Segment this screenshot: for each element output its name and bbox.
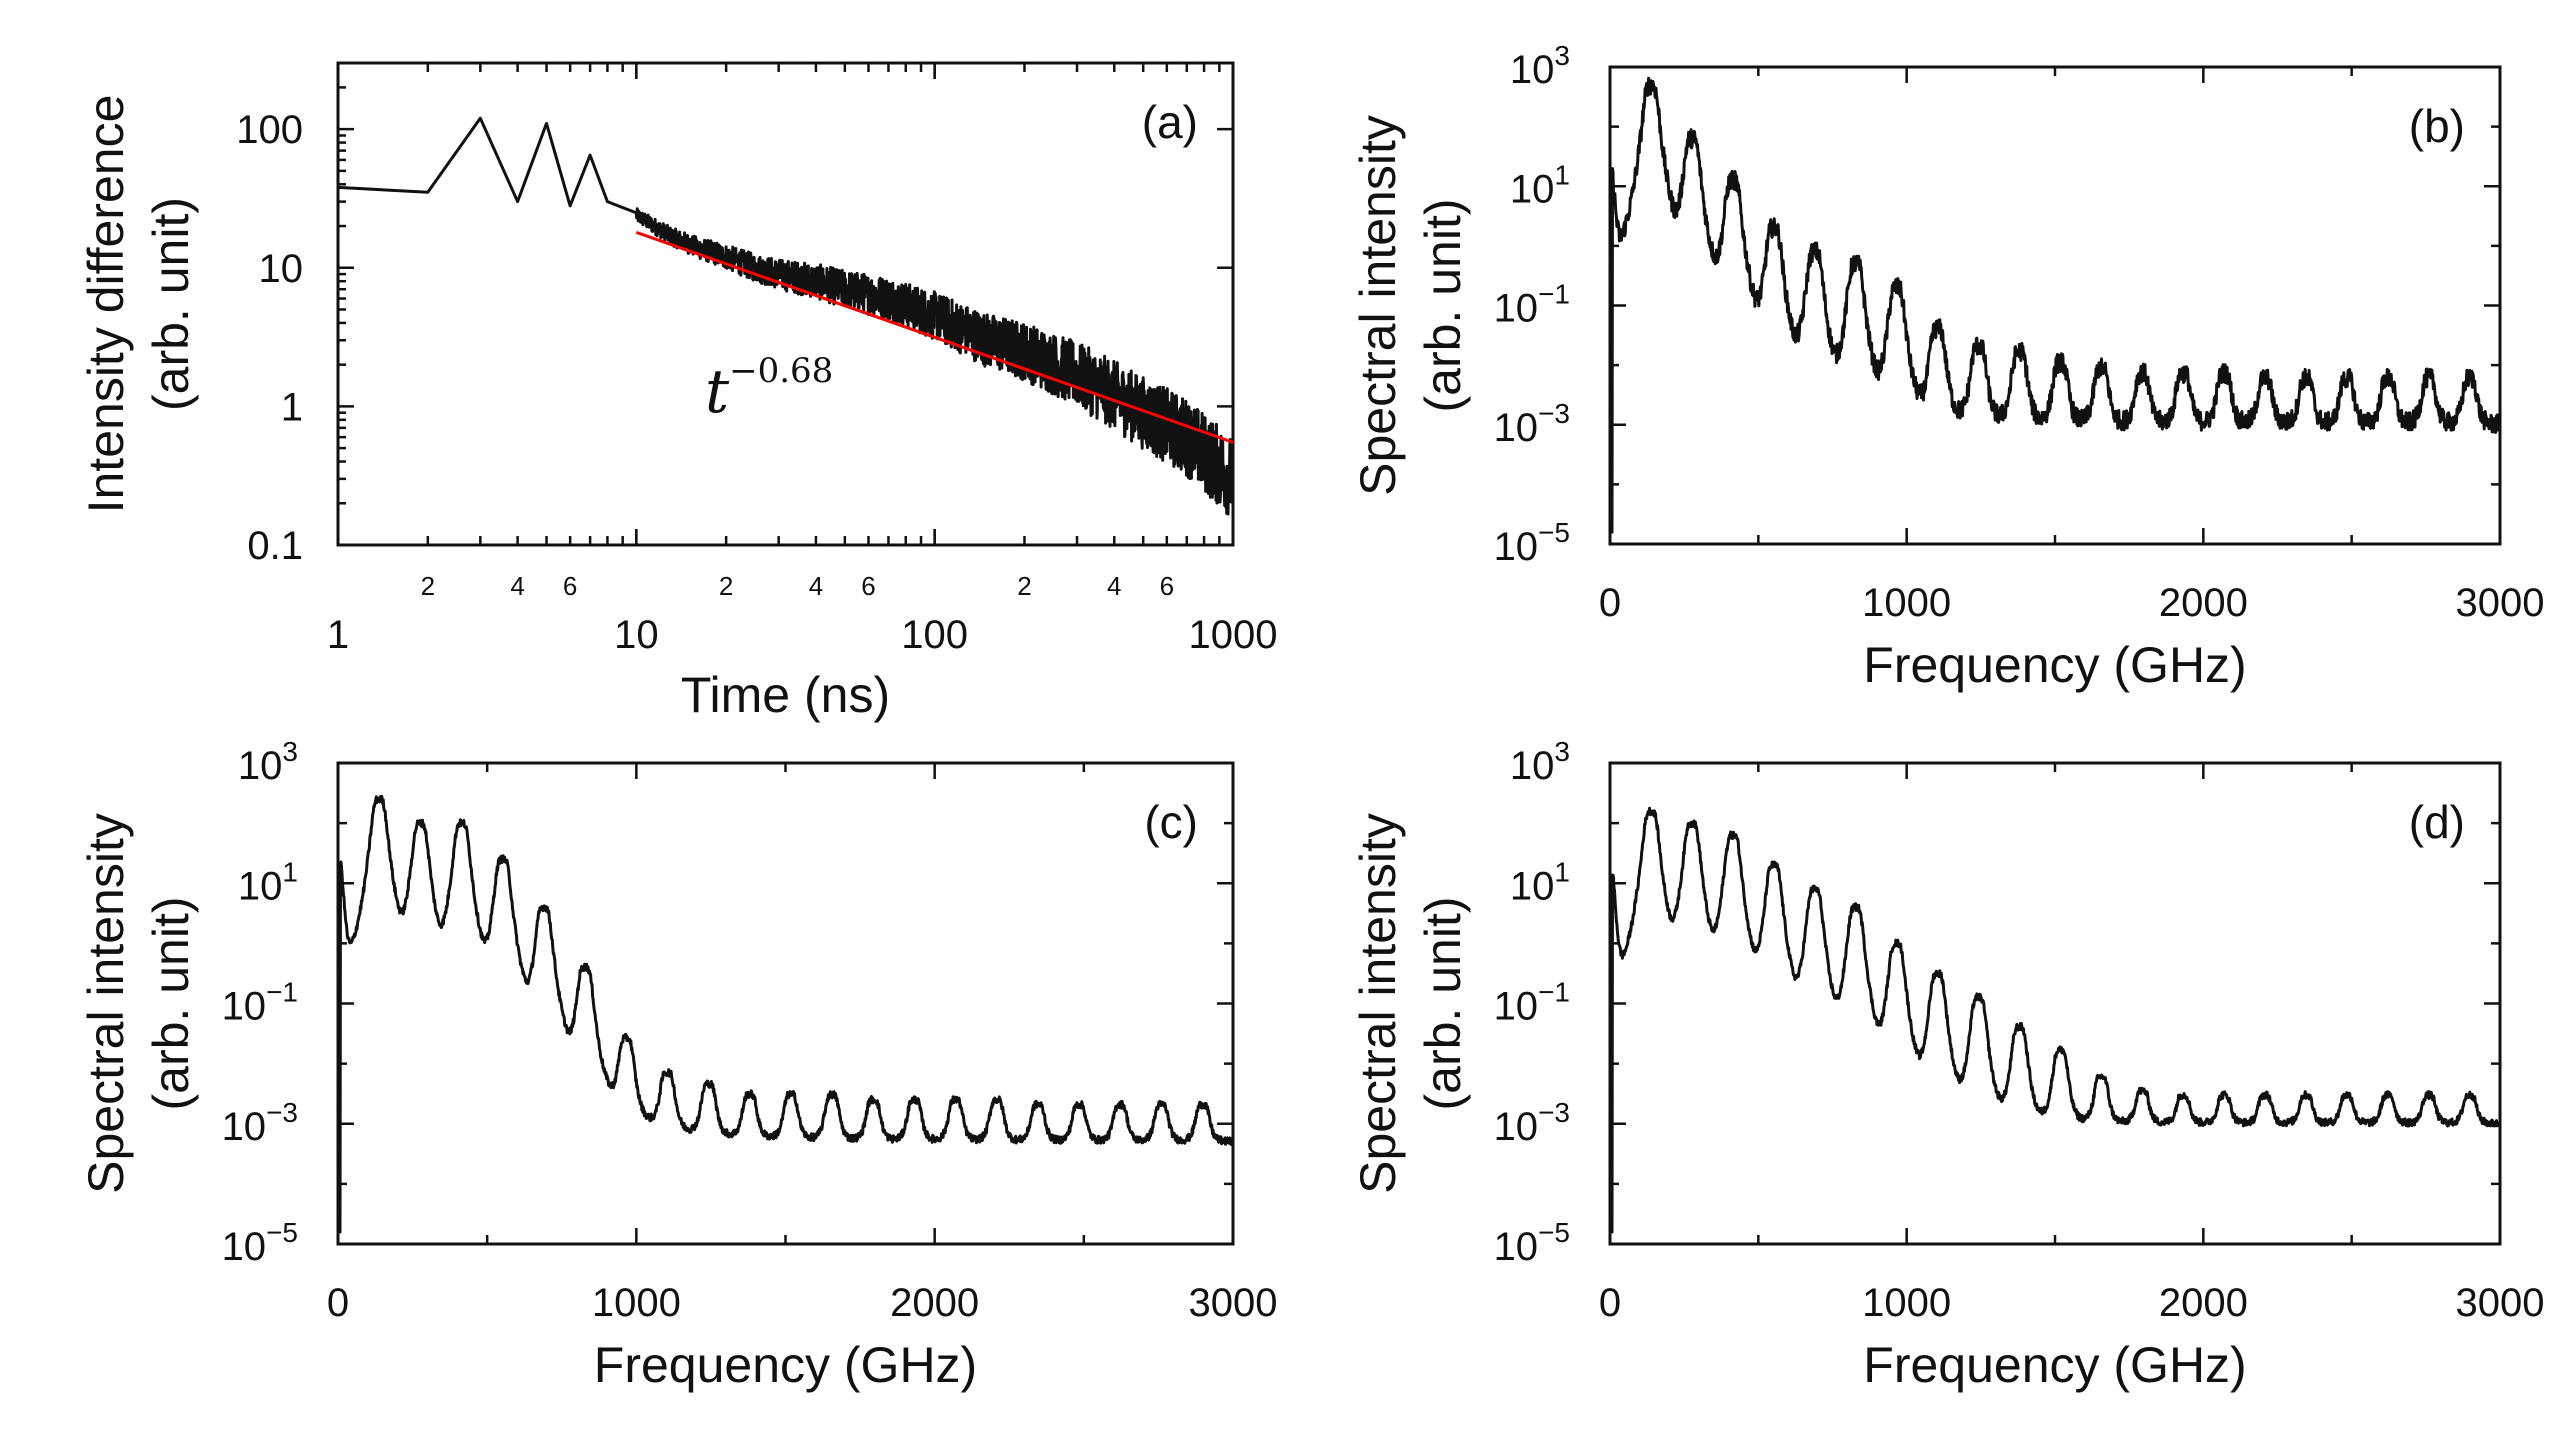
x-tick-label: 2000 <box>2159 581 2248 625</box>
y-tick-label: 10−3 <box>222 1097 298 1149</box>
fit-annotation: t−0.68 <box>705 351 833 427</box>
panel-a: 1 10 100 1000 2 4 6 2 4 6 2 4 6 0.1 1 10 100 t−0.68 (a) Tim… <box>78 61 1278 723</box>
panel-c: 0 1000 2000 3000 10−5 10−3 10−1 101 103 (c) Freque… <box>78 736 1277 1393</box>
y-tick-label: 1 <box>281 385 303 429</box>
plot-frame <box>336 61 1235 547</box>
plot-frame <box>1608 761 2502 1246</box>
panel-d: 0 1000 2000 3000 10−5 10−3 10−1 101 103 (d) Freque… <box>1350 736 2544 1393</box>
x-tick-label: 10 <box>614 613 659 657</box>
x-axis-title: Time (ns) <box>681 667 890 723</box>
panel-label-b: (b) <box>2409 100 2465 152</box>
x-minor-tick-label: 6 <box>861 571 875 601</box>
x-axis-title: Frequency (GHz) <box>1863 637 2246 693</box>
x-minor-tick-label: 2 <box>719 571 733 601</box>
y-tick-label: 10−5 <box>222 1217 298 1269</box>
intensity-difference-series <box>337 116 1235 516</box>
x-axis-title: Frequency (GHz) <box>594 1337 977 1393</box>
x-tick-label: 3000 <box>1189 1281 1278 1325</box>
y-tick-label: 101 <box>1510 159 1570 211</box>
y-tick-label: 10−3 <box>1494 1097 1570 1149</box>
x-tick-label: 1000 <box>1189 613 1278 657</box>
x-tick-label: 0 <box>327 1281 349 1325</box>
power-law-fit-line <box>635 230 1234 444</box>
y-axis-title: Spectral intensity <box>1350 115 1406 496</box>
x-tick-label: 0 <box>1599 581 1621 625</box>
y-tick-label: 10−1 <box>222 977 298 1029</box>
panel-b: 0 1000 2000 3000 10−5 10−3 10−1 101 103 (b) Freque… <box>1350 40 2544 693</box>
y-tick-label: 103 <box>1510 736 1570 788</box>
y-tick-label: 103 <box>238 736 298 788</box>
x-minor-tick-label: 4 <box>1107 571 1121 601</box>
y-tick-label: 10−5 <box>1494 517 1570 569</box>
spectrum-series <box>1609 76 2502 534</box>
y-tick-label: 103 <box>1510 40 1570 92</box>
panel-label-c: (c) <box>1144 796 1198 848</box>
y-axis-subtitle: (arb. unit) <box>143 897 199 1111</box>
y-tick-label: 100 <box>236 108 303 152</box>
x-tick-label: 3000 <box>2456 581 2545 625</box>
x-tick-label: 1000 <box>592 1281 681 1325</box>
x-minor-tick-label: 6 <box>563 571 577 601</box>
y-axis-subtitle: (arb. unit) <box>1415 199 1471 413</box>
y-axis-subtitle: (arb. unit) <box>143 197 199 411</box>
x-tick-label: 2000 <box>2159 1281 2248 1325</box>
plot-frame <box>336 761 1235 1246</box>
spectrum-series <box>337 794 1235 1234</box>
x-minor-tick-label: 2 <box>1017 571 1031 601</box>
y-tick-label: 101 <box>1510 856 1570 908</box>
y-axis-title: Spectral intensity <box>78 813 134 1194</box>
panel-label-d: (d) <box>2409 796 2465 848</box>
y-tick-label: 10−1 <box>1494 977 1570 1029</box>
x-minor-tick-label: 4 <box>809 571 823 601</box>
x-minor-tick-label: 6 <box>1160 571 1174 601</box>
y-tick-label: 10−5 <box>1494 1217 1570 1269</box>
x-tick-label: 0 <box>1599 1281 1621 1325</box>
panel-label-a: (a) <box>1142 96 1198 148</box>
x-minor-tick-label: 2 <box>421 571 435 601</box>
x-tick-label: 100 <box>901 613 968 657</box>
y-tick-label: 10−3 <box>1494 398 1570 450</box>
x-axis-title: Frequency (GHz) <box>1863 1337 2246 1393</box>
y-tick-label: 101 <box>238 856 298 908</box>
x-tick-label: 1000 <box>1862 1281 1951 1325</box>
x-tick-label: 3000 <box>2456 1281 2545 1325</box>
y-tick-label: 10−1 <box>1494 279 1570 331</box>
x-tick-label: 1000 <box>1862 581 1951 625</box>
y-axis-subtitle: (arb. unit) <box>1415 897 1471 1111</box>
spectrum-series <box>1609 806 2502 1234</box>
x-tick-label: 1 <box>327 613 349 657</box>
y-axis-title: Intensity difference <box>78 95 134 514</box>
plot-frame <box>1608 65 2502 546</box>
x-tick-label: 2000 <box>890 1281 979 1325</box>
y-tick-label: 0.1 <box>247 524 303 568</box>
x-minor-tick-label: 4 <box>510 571 524 601</box>
y-axis-title: Spectral intensity <box>1350 813 1406 1194</box>
y-tick-label: 10 <box>259 247 304 291</box>
